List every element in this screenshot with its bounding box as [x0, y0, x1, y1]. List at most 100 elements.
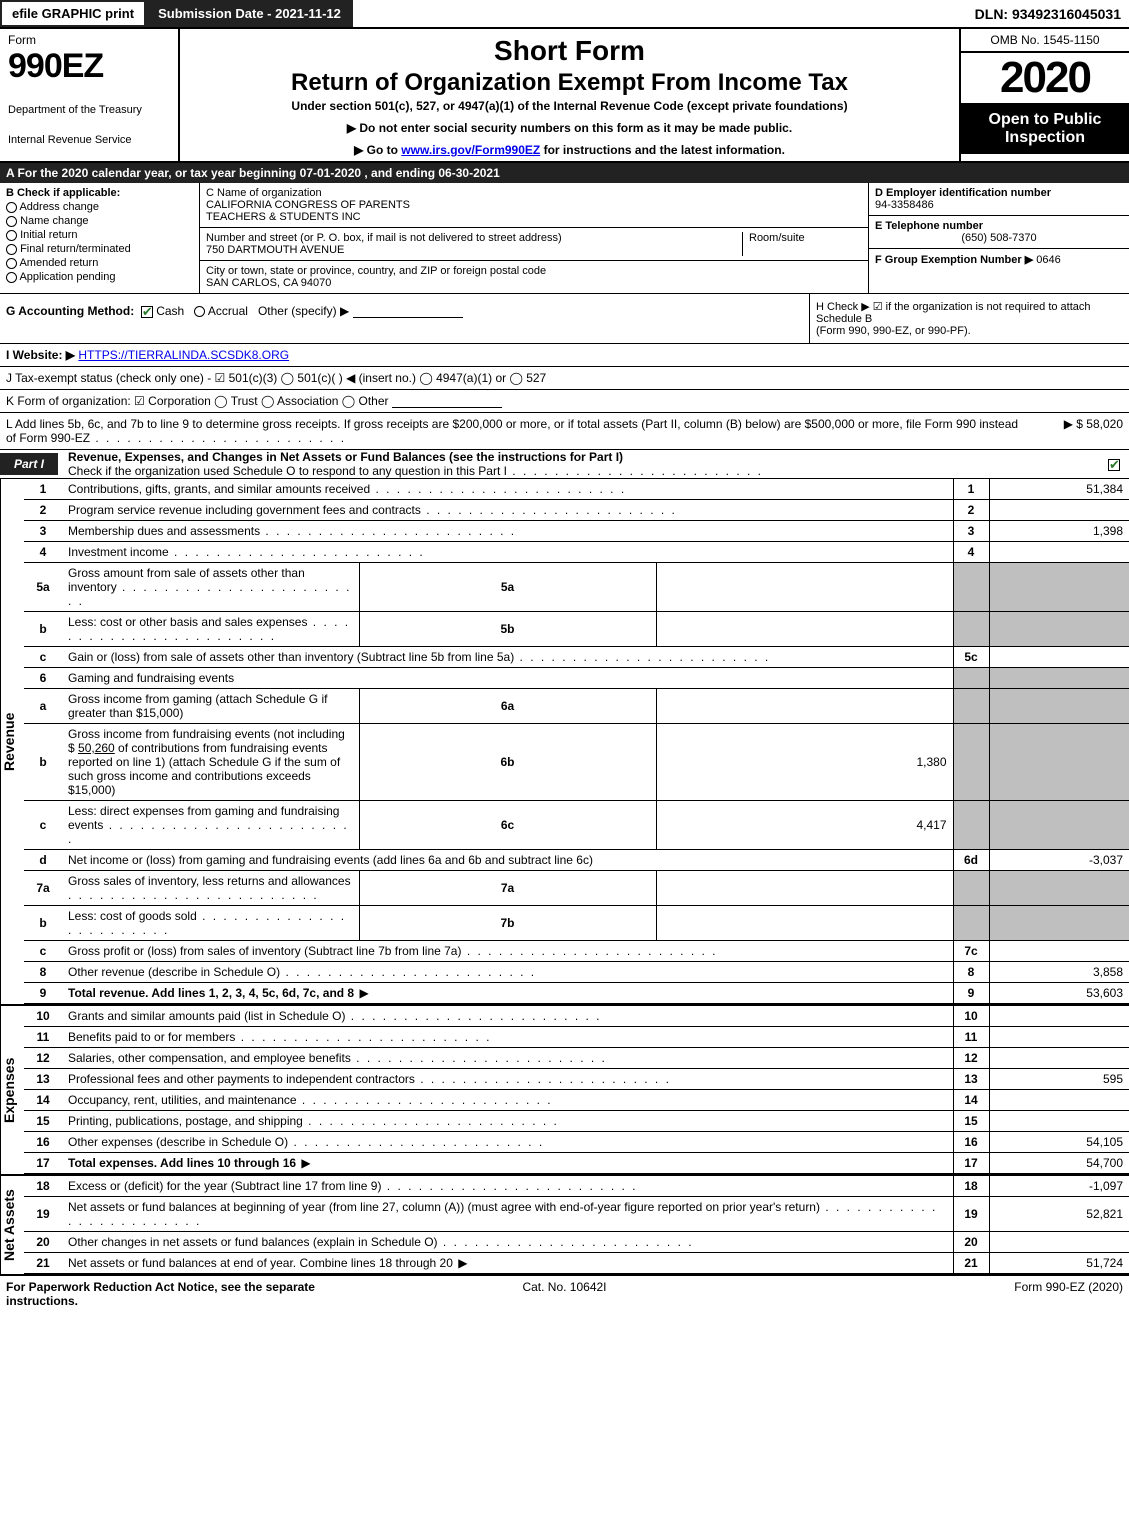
c-city-cell: City or town, state or province, country…: [200, 261, 868, 293]
ln-7b-sub: 7b: [359, 906, 656, 941]
ln-6b-text: Gross income from fundraising events (no…: [62, 724, 359, 801]
irs-link[interactable]: www.irs.gov/Form990EZ: [401, 143, 540, 157]
street-address: 750 DARTMOUTH AVENUE: [206, 244, 742, 256]
accrual-label: Accrual: [208, 304, 248, 318]
org-name-2: TEACHERS & STUDENTS INC: [206, 211, 862, 223]
ln-2-text: Program service revenue including govern…: [62, 500, 953, 521]
ln-7b-no: b: [24, 906, 62, 941]
ln-2-no: 2: [24, 500, 62, 521]
org-name-1: CALIFORNIA CONGRESS OF PARENTS: [206, 199, 862, 211]
part-i-title: Revenue, Expenses, and Changes in Net As…: [58, 450, 1099, 478]
cash-label: Cash: [156, 304, 184, 318]
ln-15-text: Printing, publications, postage, and shi…: [62, 1111, 953, 1132]
chk-final-return[interactable]: Final return/terminated: [6, 243, 193, 255]
box-e: E Telephone number (650) 508-7370: [869, 216, 1129, 249]
other-specify-line[interactable]: [353, 304, 463, 318]
chk-amended-return[interactable]: Amended return: [6, 257, 193, 269]
efile-print-btn[interactable]: efile GRAPHIC print: [0, 0, 146, 27]
ln-5b-sub: 5b: [359, 612, 656, 647]
c-city-label: City or town, state or province, country…: [206, 265, 862, 277]
ln-5b-subval: [656, 612, 953, 647]
ln-1-text: Contributions, gifts, grants, and simila…: [62, 479, 953, 500]
ln-10-rno: 10: [953, 1006, 989, 1027]
row-g-h: G Accounting Method: Cash Accrual Other …: [0, 294, 1129, 344]
revenue-table: 1 Contributions, gifts, grants, and simi…: [24, 479, 1129, 1004]
ln-13-text: Professional fees and other payments to …: [62, 1069, 953, 1090]
line-19: 19 Net assets or fund balances at beginn…: [24, 1197, 1129, 1232]
ln-4-rno: 4: [953, 542, 989, 563]
box-f: F Group Exemption Number ▶ 0646: [869, 249, 1129, 270]
ln-13-no: 13: [24, 1069, 62, 1090]
chk-application-pending[interactable]: Application pending: [6, 271, 193, 283]
ln-19-val: 52,821: [989, 1197, 1129, 1232]
ln-9-no: 9: [24, 983, 62, 1004]
line-3: 3 Membership dues and assessments 3 1,39…: [24, 521, 1129, 542]
chk-amended-return-label: Amended return: [19, 257, 98, 269]
ln-11-val: [989, 1027, 1129, 1048]
ln-21-text: Net assets or fund balances at end of ye…: [62, 1253, 953, 1274]
line-5c: c Gain or (loss) from sale of assets oth…: [24, 647, 1129, 668]
ln-5a-text: Gross amount from sale of assets other t…: [62, 563, 359, 612]
ln-2-rno: 2: [953, 500, 989, 521]
ln-6a-rno: [953, 689, 989, 724]
ln-1-rno: 1: [953, 479, 989, 500]
title-short-form: Short Form: [188, 35, 951, 67]
chk-accrual[interactable]: [194, 306, 205, 317]
website-link[interactable]: HTTPS://TIERRALINDA.SCSDK8.ORG: [78, 348, 289, 362]
chk-name-change[interactable]: Name change: [6, 215, 193, 227]
line-14: 14 Occupancy, rent, utilities, and maint…: [24, 1090, 1129, 1111]
ln-13-rno: 13: [953, 1069, 989, 1090]
i-label: I Website: ▶: [6, 348, 75, 362]
ln-10-val: [989, 1006, 1129, 1027]
submission-date-btn[interactable]: Submission Date - 2021-11-12: [146, 0, 353, 27]
ln-14-text: Occupancy, rent, utilities, and maintena…: [62, 1090, 953, 1111]
part-i-schedule-o-chk[interactable]: [1099, 457, 1129, 471]
ln-21-val: 51,724: [989, 1253, 1129, 1274]
ln-8-rno: 8: [953, 962, 989, 983]
ln-6c-sub: 6c: [359, 801, 656, 850]
line-17: 17 Total expenses. Add lines 10 through …: [24, 1153, 1129, 1174]
line-13: 13 Professional fees and other payments …: [24, 1069, 1129, 1090]
ln-4-no: 4: [24, 542, 62, 563]
line-12: 12 Salaries, other compensation, and emp…: [24, 1048, 1129, 1069]
chk-address-change[interactable]: Address change: [6, 201, 193, 213]
line-6: 6 Gaming and fundraising events: [24, 668, 1129, 689]
ln-5a-subval: [656, 563, 953, 612]
ln-12-text: Salaries, other compensation, and employ…: [62, 1048, 953, 1069]
ln-15-no: 15: [24, 1111, 62, 1132]
row-i: I Website: ▶ HTTPS://TIERRALINDA.SCSDK8.…: [0, 344, 1129, 367]
line-15: 15 Printing, publications, postage, and …: [24, 1111, 1129, 1132]
ln-5c-no: c: [24, 647, 62, 668]
line-6a: a Gross income from gaming (attach Sched…: [24, 689, 1129, 724]
ln-5a-no: 5a: [24, 563, 62, 612]
ln-6d-text: Net income or (loss) from gaming and fun…: [62, 850, 953, 871]
part-i-title-text: Revenue, Expenses, and Changes in Net As…: [68, 450, 623, 464]
ln-14-val: [989, 1090, 1129, 1111]
ln-17-text: Total expenses. Add lines 10 through 16: [62, 1153, 953, 1174]
ln-16-no: 16: [24, 1132, 62, 1153]
row-l: L Add lines 5b, 6c, and 7b to line 9 to …: [0, 413, 1129, 450]
h-line2: (Form 990, 990-EZ, or 990-PF).: [816, 325, 1123, 337]
d-label: D Employer identification number: [875, 187, 1051, 199]
line-18: 18 Excess or (deficit) for the year (Sub…: [24, 1176, 1129, 1197]
k-other-line[interactable]: [392, 394, 502, 408]
form-header: Form 990EZ Department of the Treasury In…: [0, 29, 1129, 163]
line-4: 4 Investment income 4: [24, 542, 1129, 563]
chk-initial-return[interactable]: Initial return: [6, 229, 193, 241]
line-20: 20 Other changes in net assets or fund b…: [24, 1232, 1129, 1253]
ln-21-no: 21: [24, 1253, 62, 1274]
ln-12-val: [989, 1048, 1129, 1069]
ln-14-rno: 14: [953, 1090, 989, 1111]
ln-6-no: 6: [24, 668, 62, 689]
chk-cash[interactable]: [141, 306, 153, 318]
other-label: Other (specify) ▶: [258, 304, 349, 318]
note-goto-pre: ▶ Go to: [354, 143, 401, 157]
chk-application-pending-label: Application pending: [19, 271, 115, 283]
ln-7b-rno: [953, 906, 989, 941]
line-1: 1 Contributions, gifts, grants, and simi…: [24, 479, 1129, 500]
ln-16-text: Other expenses (describe in Schedule O): [62, 1132, 953, 1153]
revenue-side-label: Revenue: [0, 479, 24, 1004]
line-21: 21 Net assets or fund balances at end of…: [24, 1253, 1129, 1274]
ln-6-val: [989, 668, 1129, 689]
box-def: D Employer identification number 94-3358…: [869, 183, 1129, 293]
